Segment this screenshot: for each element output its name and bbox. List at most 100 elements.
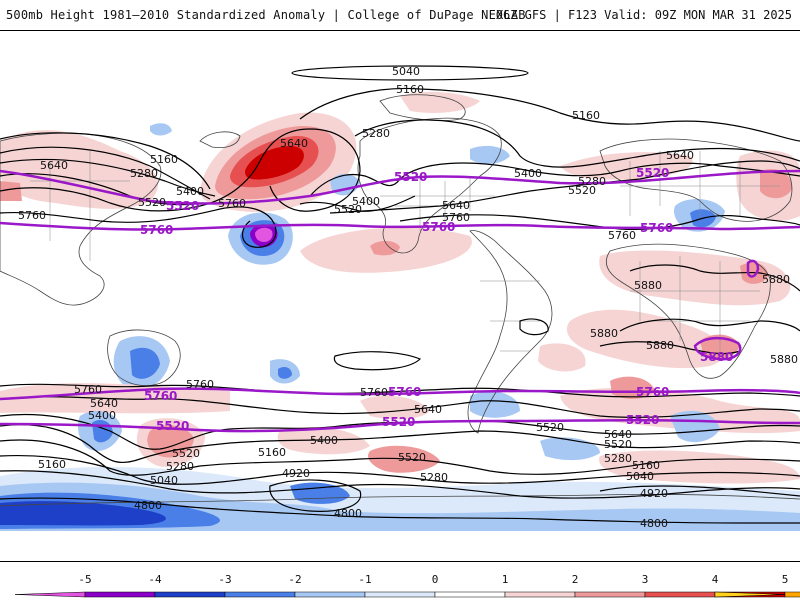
positive-anomaly-area (760, 169, 792, 199)
contour-5760 (399, 214, 800, 230)
colorbar-tick-label: -4 (148, 573, 162, 586)
contour-5280 (0, 439, 800, 476)
contour-5640 (0, 128, 361, 212)
contour-5880 (519, 318, 549, 336)
positive-anomaly-area (360, 395, 430, 420)
contour-label-5400: 5400 (176, 185, 204, 198)
colorbar-segment (784, 591, 800, 598)
highlight-contour-5880 (746, 259, 760, 278)
contour-label-4920: 4920 (282, 467, 310, 480)
contour-4920 (599, 485, 800, 497)
contour-label-5160: 5160 (258, 446, 286, 459)
coastline (599, 138, 793, 222)
anomaly-shading (0, 91, 800, 531)
contour-label-5640: 5640 (280, 137, 308, 150)
positive-anomaly-area (400, 91, 480, 113)
highlight-label-5760: 5760 (636, 385, 669, 399)
contour-label-5280: 5280 (362, 127, 390, 140)
colorbar-arrow-high (714, 591, 786, 598)
contour-5280 (354, 119, 800, 168)
contour-label-5760: 5760 (74, 383, 102, 396)
highlight-label-5520: 5520 (156, 419, 189, 433)
contour-label-5880: 5880 (770, 353, 798, 366)
contour-label-4920: 4920 (640, 487, 668, 500)
contour-label-5520: 5520 (604, 438, 632, 451)
highlight-label-5760: 5760 (388, 385, 421, 399)
coastline (199, 131, 241, 148)
border-line (630, 256, 760, 361)
negative-anomaly-area (0, 501, 167, 526)
colorbar-segment (644, 591, 716, 598)
colorbar-tick-label: 0 (432, 573, 439, 586)
contour-5760 (0, 206, 277, 248)
colorbar-tick-label: -3 (218, 573, 231, 586)
positive-anomaly-area (599, 250, 791, 306)
contour-label-5520: 5520 (398, 451, 426, 464)
contour-5160 (299, 87, 800, 142)
positive-anomaly-area (245, 146, 304, 180)
contour-label-5040: 5040 (626, 470, 654, 483)
contour-label-5640: 5640 (666, 149, 694, 162)
colorbar-segment (84, 591, 156, 598)
contour-label-5400: 5520 (536, 421, 564, 434)
colorbar-graphic: -5 -4 -3 -2 -1 0 1 2 3 4 5 (14, 573, 800, 598)
colorbar: -5 -4 -3 -2 -1 0 1 2 3 4 5 (0, 562, 800, 600)
run-info: 06Z GFS | F123 Valid: 09Z MON MAR 31 202… (495, 8, 792, 22)
negative-anomaly-area (255, 227, 273, 242)
height-contours (0, 65, 800, 524)
contour-5520 (0, 413, 800, 450)
highlight-label-5880: 5880 (700, 350, 733, 364)
contour-5400 (309, 162, 800, 197)
anomaly-map: 5040 5160 5280 5640 5160 5280 5400 5520 … (0, 65, 800, 531)
contour-5520 (0, 173, 196, 206)
contour-label-5160: 5160 (150, 153, 178, 166)
contour-label-5760: 5760 (18, 209, 46, 222)
highlight-contour-5760 (0, 387, 800, 401)
positive-anomaly-area (0, 181, 22, 201)
header: 500mb Height 1981–2010 Standardized Anom… (0, 0, 800, 30)
contour-label-5040: 5040 (150, 474, 178, 487)
contour-label-5280: 5280 (420, 471, 448, 484)
colorbar-ticks: -5 -4 -3 -2 -1 0 1 2 3 4 5 (78, 573, 788, 586)
colorbar-tick-label: -1 (358, 573, 371, 586)
highlight-contour-5880 (693, 336, 742, 361)
colorbar-tick-label: 4 (712, 573, 719, 586)
negative-anomaly-area (278, 367, 292, 379)
negative-anomaly-area (150, 123, 172, 136)
coastline (0, 132, 162, 306)
contour-5880 (333, 351, 422, 371)
coastline (606, 243, 771, 379)
positive-anomaly-area (277, 426, 370, 455)
colorbar-segments (14, 591, 800, 598)
colorbar-segment (224, 591, 296, 598)
coastline (107, 329, 181, 386)
border-line (30, 151, 130, 261)
negative-anomaly-area (470, 145, 510, 164)
contour-5640 (329, 160, 800, 214)
colorbar-tick-label: -2 (288, 573, 301, 586)
contour-5280 (0, 146, 211, 200)
highlight-label-5520: 5520 (394, 170, 427, 184)
contour-label-5640: 5640 (442, 199, 470, 212)
positive-anomaly-area (0, 383, 230, 414)
contour-label-5640: 5640 (40, 159, 68, 172)
contour-label-5880: 5880 (634, 279, 662, 292)
contour-label-5280: 5280 (604, 452, 632, 465)
contour-label-5400: 5400 (88, 409, 116, 422)
colorbar-segment (504, 591, 576, 598)
negative-anomaly-area (540, 437, 600, 461)
contour-labels: 5040 5160 5280 5640 5160 5280 5400 5520 … (18, 65, 798, 530)
contour-label-5400: 5400 (514, 167, 542, 180)
contour-5040 (0, 470, 800, 499)
contour-label-5760: 5760 (442, 211, 470, 224)
border-line (480, 280, 540, 352)
positive-anomaly-area (370, 240, 400, 256)
highlight-label-5520: 5520 (166, 199, 199, 213)
contour-5880 (629, 264, 800, 292)
colorbar-tick-label: 1 (502, 573, 509, 586)
positive-anomaly-area (566, 309, 725, 369)
coastline (379, 94, 466, 121)
highlight-label-5520: 5520 (636, 166, 669, 180)
highlight-label-5760: 5760 (140, 223, 173, 237)
contour-5160 (0, 454, 800, 485)
